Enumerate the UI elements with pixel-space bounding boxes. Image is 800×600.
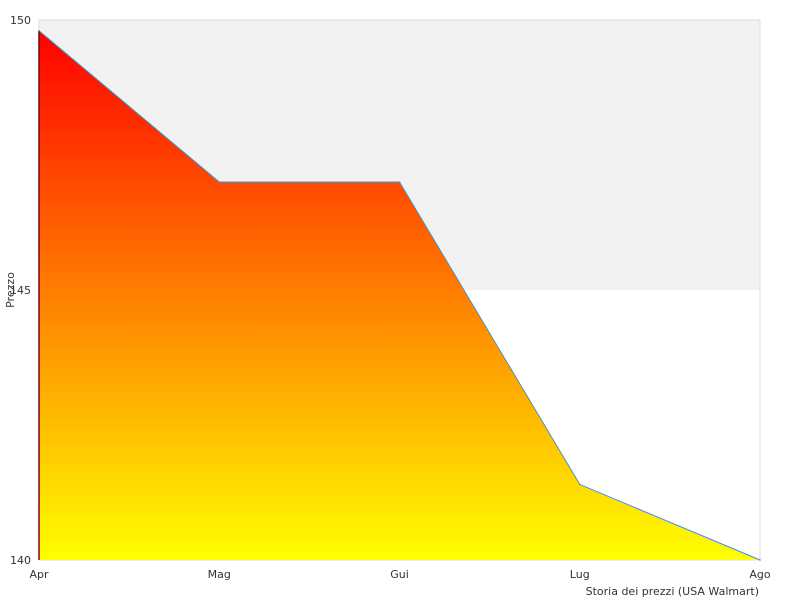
data-point-lug [578, 483, 581, 486]
x-tick-label-apr: Apr [29, 568, 49, 581]
data-point-ago [759, 559, 761, 561]
x-tick-label-mag: Mag [208, 568, 231, 581]
data-point-gui [398, 181, 401, 183]
area-series [38, 30, 761, 561]
y-tick-label-140: 140 [10, 554, 31, 567]
x-tick-label-lug: Lug [570, 568, 590, 581]
y-tick-labels: 140 145 150 [10, 14, 31, 567]
data-point-mag [218, 181, 221, 183]
x-tick-label-gui: Gui [390, 568, 409, 581]
data-point-apr [38, 30, 40, 32]
x-tick-label-ago: Ago [749, 568, 771, 581]
area-fill [39, 30, 760, 561]
y-axis-title: Prezzo [4, 272, 17, 308]
x-tick-labels: Apr Mag Gui Lug Ago [29, 568, 770, 581]
x-axis-title: Storia dei prezzi (USA Walmart) [586, 585, 759, 598]
y-tick-label-150: 150 [10, 14, 31, 27]
y-tick-label-145: 145 [10, 284, 31, 297]
